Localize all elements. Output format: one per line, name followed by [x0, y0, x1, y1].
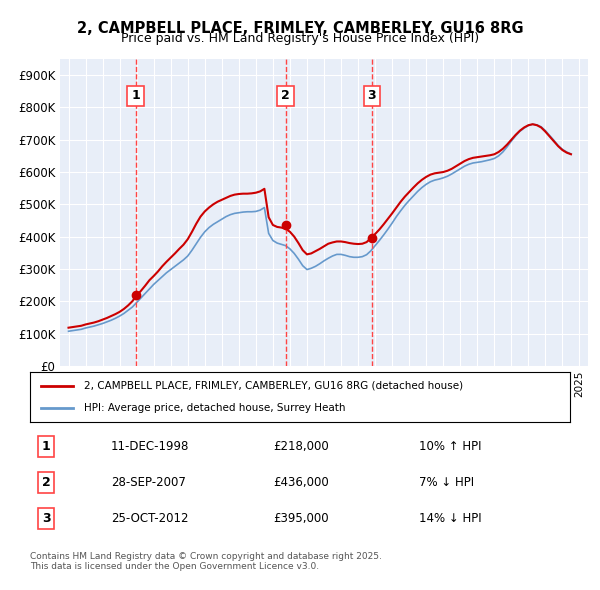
Text: Contains HM Land Registry data © Crown copyright and database right 2025.
This d: Contains HM Land Registry data © Crown c… [30, 552, 382, 571]
Text: 25-OCT-2012: 25-OCT-2012 [111, 512, 188, 525]
Text: 1: 1 [42, 440, 50, 453]
Text: 2: 2 [42, 476, 50, 489]
Text: £218,000: £218,000 [273, 440, 329, 453]
Text: 7% ↓ HPI: 7% ↓ HPI [419, 476, 474, 489]
Text: 2: 2 [281, 89, 290, 102]
Text: Price paid vs. HM Land Registry's House Price Index (HPI): Price paid vs. HM Land Registry's House … [121, 32, 479, 45]
Text: HPI: Average price, detached house, Surrey Heath: HPI: Average price, detached house, Surr… [84, 403, 346, 413]
Text: 1: 1 [131, 89, 140, 102]
Text: 28-SEP-2007: 28-SEP-2007 [111, 476, 186, 489]
Text: £395,000: £395,000 [273, 512, 329, 525]
Text: 14% ↓ HPI: 14% ↓ HPI [419, 512, 481, 525]
Text: 3: 3 [42, 512, 50, 525]
Text: £436,000: £436,000 [273, 476, 329, 489]
Text: 10% ↑ HPI: 10% ↑ HPI [419, 440, 481, 453]
Text: 2, CAMPBELL PLACE, FRIMLEY, CAMBERLEY, GU16 8RG (detached house): 2, CAMPBELL PLACE, FRIMLEY, CAMBERLEY, G… [84, 381, 463, 391]
Text: 11-DEC-1998: 11-DEC-1998 [111, 440, 190, 453]
Text: 2, CAMPBELL PLACE, FRIMLEY, CAMBERLEY, GU16 8RG: 2, CAMPBELL PLACE, FRIMLEY, CAMBERLEY, G… [77, 21, 523, 35]
Text: 3: 3 [368, 89, 376, 102]
